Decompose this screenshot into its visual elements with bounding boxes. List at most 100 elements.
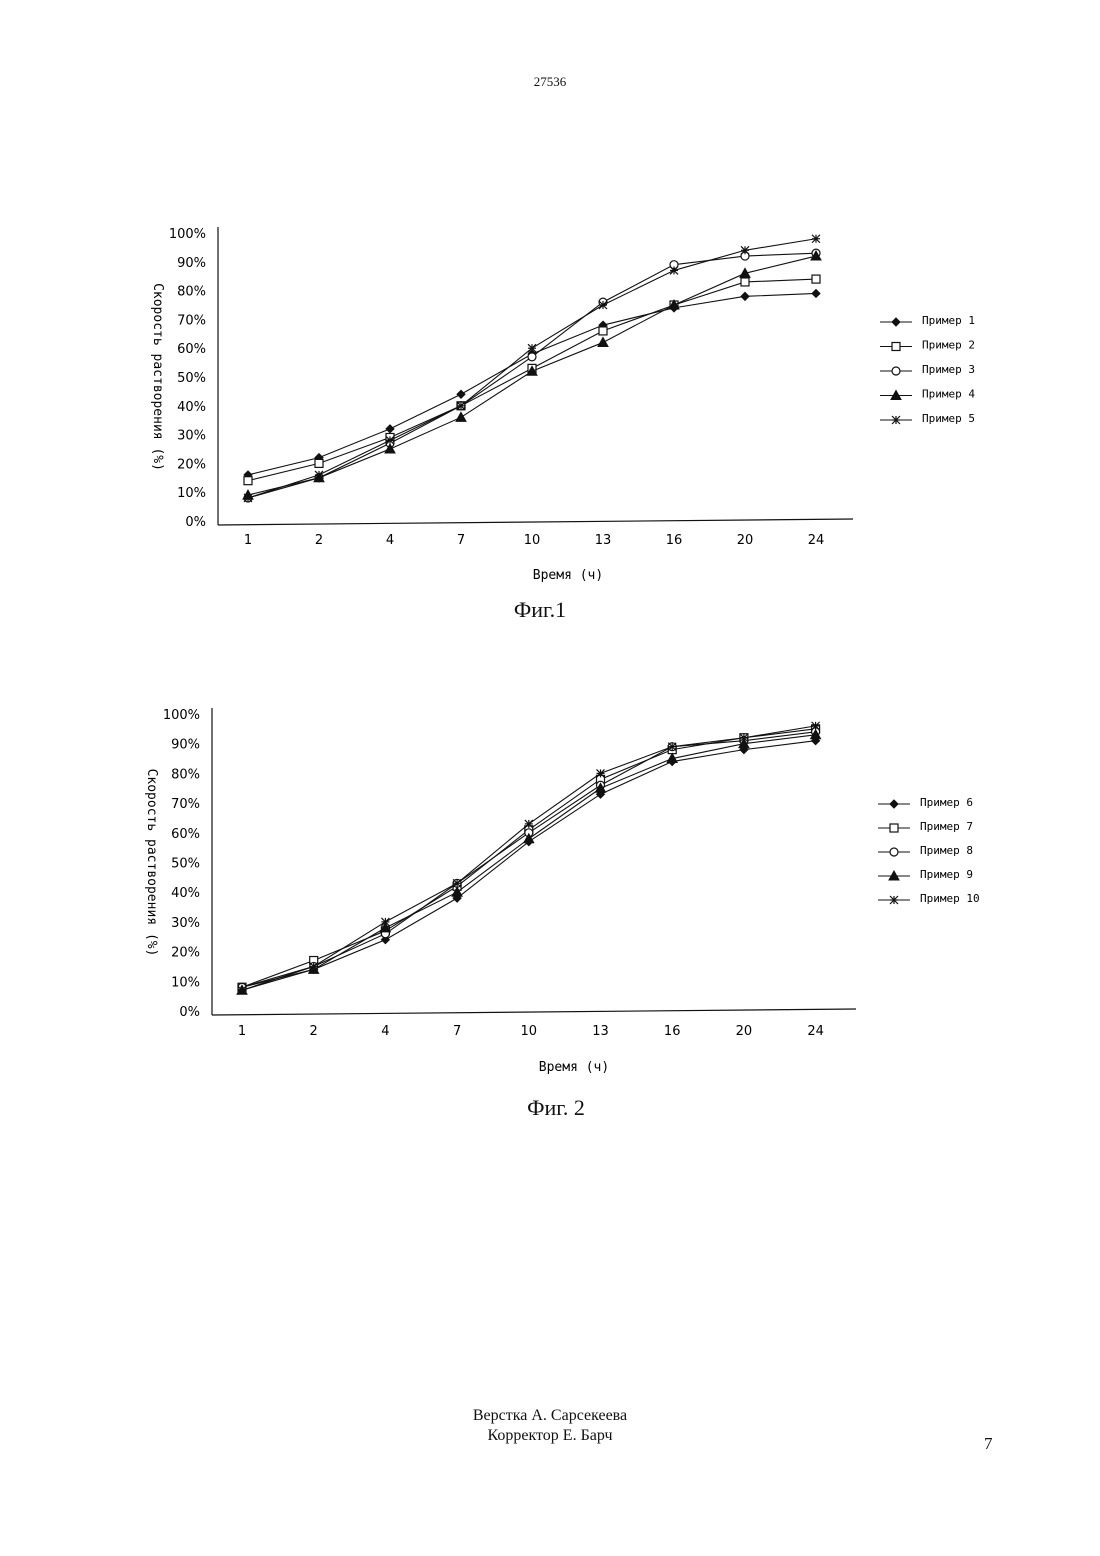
legend-label: Пример 8 — [920, 844, 973, 857]
legend-marker — [892, 416, 900, 424]
data-point — [668, 743, 676, 751]
data-point — [456, 412, 466, 421]
axes — [218, 227, 853, 525]
y-tick-label: 80% — [177, 285, 206, 300]
data-point — [598, 337, 608, 346]
series-1 — [244, 289, 820, 478]
data-point — [386, 425, 394, 433]
series-line — [242, 741, 816, 988]
figure-1: 0%10%20%30%40%50%60%70%80%90%100%1247101… — [128, 205, 1000, 635]
layout-credit: Верстка А. Сарсекеева — [0, 1406, 1100, 1426]
x-tick-label: 20 — [737, 533, 754, 548]
legend-marker — [890, 824, 898, 832]
y-tick-label: 90% — [171, 738, 200, 753]
data-point — [315, 459, 323, 467]
x-tick-label: 1 — [244, 533, 252, 548]
x-tick-label: 10 — [524, 533, 541, 548]
legend-marker — [892, 367, 900, 375]
series-4 — [237, 730, 821, 994]
y-tick-label: 20% — [171, 946, 200, 961]
figure-caption: Фиг.1 — [514, 597, 566, 622]
series-line — [242, 726, 816, 990]
x-tick-label: 16 — [664, 1024, 681, 1039]
legend-label: Пример 7 — [920, 820, 973, 833]
page-number: 7 — [984, 1434, 993, 1454]
figure-caption: Фиг. 2 — [527, 1095, 585, 1120]
series-line — [248, 279, 816, 481]
legend-label: Пример 4 — [922, 388, 975, 401]
y-tick-label: 60% — [177, 342, 206, 357]
data-point — [528, 344, 536, 352]
data-point — [741, 278, 749, 286]
series-line — [242, 735, 816, 990]
data-point — [741, 246, 749, 254]
y-tick-label: 100% — [163, 708, 200, 723]
data-point — [244, 477, 252, 485]
y-tick-label: 0% — [185, 515, 206, 530]
y-tick-label: 30% — [177, 429, 206, 444]
x-tick-label: 24 — [807, 1024, 824, 1039]
legend-label: Пример 2 — [922, 339, 975, 352]
axes — [212, 708, 856, 1015]
series-2 — [238, 725, 820, 991]
legend-marker — [890, 800, 898, 808]
x-tick-label: 7 — [453, 1024, 461, 1039]
x-tick-label: 13 — [595, 533, 612, 548]
legend: Пример 6Пример 7Пример 8Пример 9Пример 1… — [878, 796, 980, 905]
y-tick-label: 80% — [171, 767, 200, 782]
legend-marker — [890, 896, 898, 904]
data-point — [812, 235, 820, 243]
legend-label: Пример 9 — [920, 868, 973, 881]
series-5 — [238, 722, 820, 994]
x-axis-label: Время (ч) — [533, 568, 603, 583]
legend-marker — [892, 343, 900, 351]
y-axis-label: Скорость растворения (%) — [144, 769, 159, 957]
figure-2: 0%10%20%30%40%50%60%70%80%90%100%1247101… — [128, 690, 1000, 1130]
y-tick-label: 10% — [171, 975, 200, 990]
y-tick-label: 50% — [177, 371, 206, 386]
x-tick-label: 2 — [310, 1024, 318, 1039]
data-point — [315, 471, 323, 479]
y-tick-label: 90% — [177, 256, 206, 271]
data-point — [525, 820, 533, 828]
legend: Пример 1 Пример 2 Пример 3 Пример 4 Пример 5 — [880, 314, 975, 425]
legend-label: Пример 1 — [922, 314, 975, 327]
data-point — [244, 494, 252, 502]
figure-2-chart: 0%10%20%30%40%50%60%70%80%90%100%1247101… — [128, 690, 1000, 1130]
x-axis-line — [212, 1009, 856, 1015]
legend-marker — [892, 318, 900, 326]
x-tick-label: 20 — [736, 1024, 753, 1039]
data-point — [741, 292, 749, 300]
y-tick-label: 100% — [169, 227, 206, 242]
data-point — [457, 402, 465, 410]
data-point — [453, 879, 461, 887]
data-point — [599, 301, 607, 309]
data-point — [812, 275, 820, 283]
y-tick-label: 70% — [171, 797, 200, 812]
series-1 — [238, 737, 820, 992]
y-tick-label: 60% — [171, 827, 200, 842]
data-point — [528, 353, 536, 361]
data-point — [310, 962, 318, 970]
x-tick-label: 7 — [457, 533, 465, 548]
legend-label: Пример 3 — [922, 363, 975, 376]
figure-1-chart: 0%10%20%30%40%50%60%70%80%90%100%1247101… — [128, 205, 1000, 635]
proof-credit: Корректор Е. Барч — [0, 1426, 1100, 1446]
x-tick-label: 1 — [238, 1024, 246, 1039]
x-axis-line — [218, 519, 853, 525]
series-4 — [243, 251, 821, 499]
data-point — [599, 327, 607, 335]
series-3 — [238, 728, 820, 991]
legend-label: Пример 5 — [922, 412, 975, 425]
x-tick-label: 24 — [808, 533, 825, 548]
y-axis-label: Скорость растворения (%) — [150, 283, 165, 471]
y-tick-label: 50% — [171, 857, 200, 872]
data-point — [457, 390, 465, 398]
x-axis-label: Время (ч) — [539, 1060, 609, 1075]
series-line — [242, 732, 816, 987]
data-point — [386, 436, 394, 444]
series-line — [248, 293, 816, 474]
data-point — [238, 986, 246, 994]
legend-marker — [890, 848, 898, 856]
y-tick-label: 10% — [177, 486, 206, 501]
